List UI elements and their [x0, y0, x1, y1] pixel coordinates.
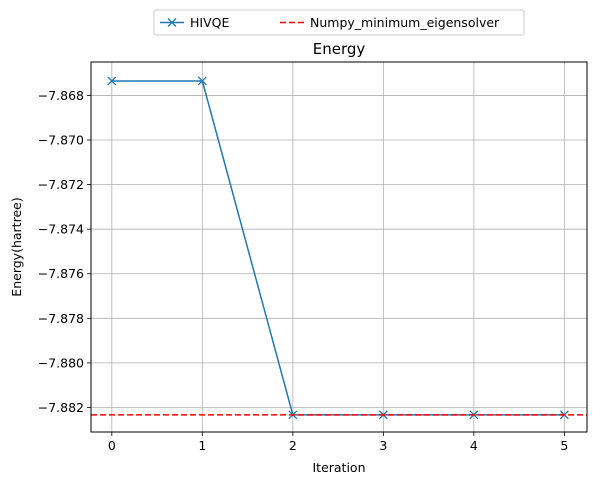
- x-tick-label: 2: [289, 438, 297, 453]
- x-tick-label: 0: [108, 438, 116, 453]
- legend-item: Numpy_minimum_eigensolver: [280, 15, 500, 30]
- y-tick-label: −7.882: [38, 400, 84, 415]
- x-tick-label: 5: [560, 438, 568, 453]
- data-point: [197, 76, 207, 86]
- y-tick-label: −7.872: [38, 177, 84, 192]
- legend-label: Numpy_minimum_eigensolver: [310, 15, 500, 30]
- series-line: [111, 80, 565, 416]
- y-axis-label: Energy(hartree): [9, 197, 24, 296]
- x-axis-label: Iteration: [312, 460, 365, 475]
- y-tick-label: −7.870: [38, 133, 84, 148]
- legend: HIVQE Numpy_minimum_eigensolver: [153, 9, 525, 36]
- legend-box: [153, 9, 525, 36]
- x-tick-label: 3: [379, 438, 387, 453]
- plot-frame: [90, 61, 588, 433]
- legend-item: HIVQE: [160, 15, 229, 30]
- x-axis-ticks: 0 1 2 3 4 5: [108, 432, 568, 453]
- y-tick-label: −7.880: [38, 355, 84, 370]
- data-point: [107, 76, 117, 86]
- y-tick-label: −7.868: [38, 88, 84, 103]
- y-tick-label: −7.876: [38, 266, 84, 281]
- x-tick-label: 1: [198, 438, 206, 453]
- y-tick-label: −7.878: [38, 311, 84, 326]
- series-layer: [91, 76, 587, 420]
- y-tick-label: −7.874: [38, 222, 84, 237]
- chart-title: Energy: [313, 40, 366, 58]
- x-tick-label: 4: [470, 438, 478, 453]
- legend-label: HIVQE: [190, 15, 229, 30]
- grid-lines: [91, 62, 587, 432]
- y-axis-ticks: −7.868 −7.870 −7.872 −7.874 −7.876 −7.878 −7.8…: [38, 88, 91, 415]
